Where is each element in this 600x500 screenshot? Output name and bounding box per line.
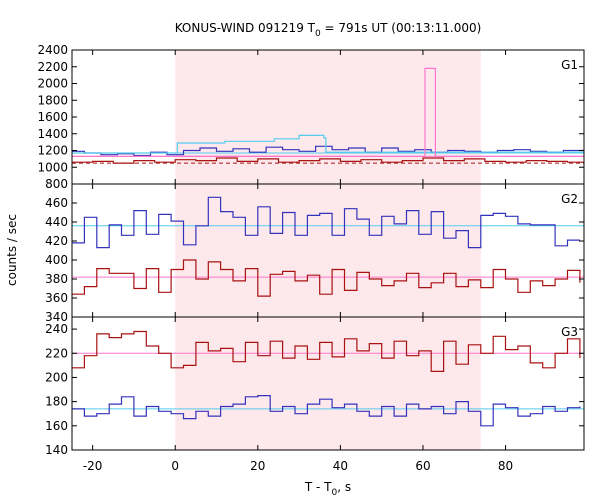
y-tick-label: 460 xyxy=(45,196,68,210)
chart-title-prefix: KONUS-WIND 091219 T xyxy=(175,21,316,35)
y-tick-label: 160 xyxy=(45,419,68,433)
frame-layer: 80010001200140016001800200022002400G1340… xyxy=(37,43,585,473)
y-tick-label: 140 xyxy=(45,443,68,457)
y-tick-label: 800 xyxy=(45,177,68,191)
x-axis-label-suffix: , s xyxy=(337,480,351,494)
y-tick-label: 220 xyxy=(45,346,68,360)
y-axis-label: counts / sec xyxy=(5,214,19,286)
x-axis-label-sub: 0 xyxy=(332,488,338,498)
panel-label-g2: G2 xyxy=(561,192,578,206)
x-tick-label: 40 xyxy=(333,459,348,473)
y-tick-label: 420 xyxy=(45,234,68,248)
y-tick-label: 240 xyxy=(45,322,68,336)
y-tick-label: 380 xyxy=(45,272,68,286)
y-tick-label: 1800 xyxy=(37,93,68,107)
chart-title-sub: 0 xyxy=(315,29,321,39)
chart-title: KONUS-WIND 091219 T0 = 791s UT (00:13:11… xyxy=(175,21,482,39)
y-tick-label: 1600 xyxy=(37,110,68,124)
panel-label-g3: G3 xyxy=(561,325,578,339)
data-layer xyxy=(72,67,584,427)
y-tick-label: 340 xyxy=(45,310,68,324)
y-tick-label: 180 xyxy=(45,395,68,409)
series-line-g3-0 xyxy=(72,330,581,372)
x-axis-label: T - T0, s xyxy=(304,480,351,498)
chart-title-suffix: = 791s UT (00:13:11.000) xyxy=(321,21,482,35)
series-line-g2-0 xyxy=(72,196,580,249)
panel-frame-g3 xyxy=(71,316,585,451)
y-tick-label: 440 xyxy=(45,215,68,229)
series-line-g1-2 xyxy=(72,134,584,154)
series-line-g1-3 xyxy=(72,67,584,157)
y-tick-label: 2400 xyxy=(37,43,68,57)
x-tick-label: 60 xyxy=(415,459,430,473)
shaded-interval xyxy=(175,50,481,450)
y-tick-label: 2000 xyxy=(37,77,68,91)
y-tick-label: 2200 xyxy=(37,60,68,74)
y-tick-label: 200 xyxy=(45,370,68,384)
x-tick-label: 20 xyxy=(250,459,265,473)
series-line-g1-1 xyxy=(72,157,584,164)
y-tick-label: 360 xyxy=(45,291,68,305)
y-tick-label: 1000 xyxy=(37,160,68,174)
y-tick-label: 1400 xyxy=(37,127,68,141)
x-axis-label-prefix: T - T xyxy=(304,480,332,494)
x-tick-label: 0 xyxy=(171,459,179,473)
series-line-g2-1 xyxy=(72,259,581,297)
x-tick-label: 80 xyxy=(498,459,513,473)
x-tick-label: -20 xyxy=(83,459,103,473)
series-line-g3-1 xyxy=(72,395,581,427)
panel-label-g1: G1 xyxy=(561,58,578,72)
y-tick-label: 400 xyxy=(45,253,68,267)
y-tick-label: 1200 xyxy=(37,144,68,158)
shaded-interval-layer xyxy=(175,50,481,450)
